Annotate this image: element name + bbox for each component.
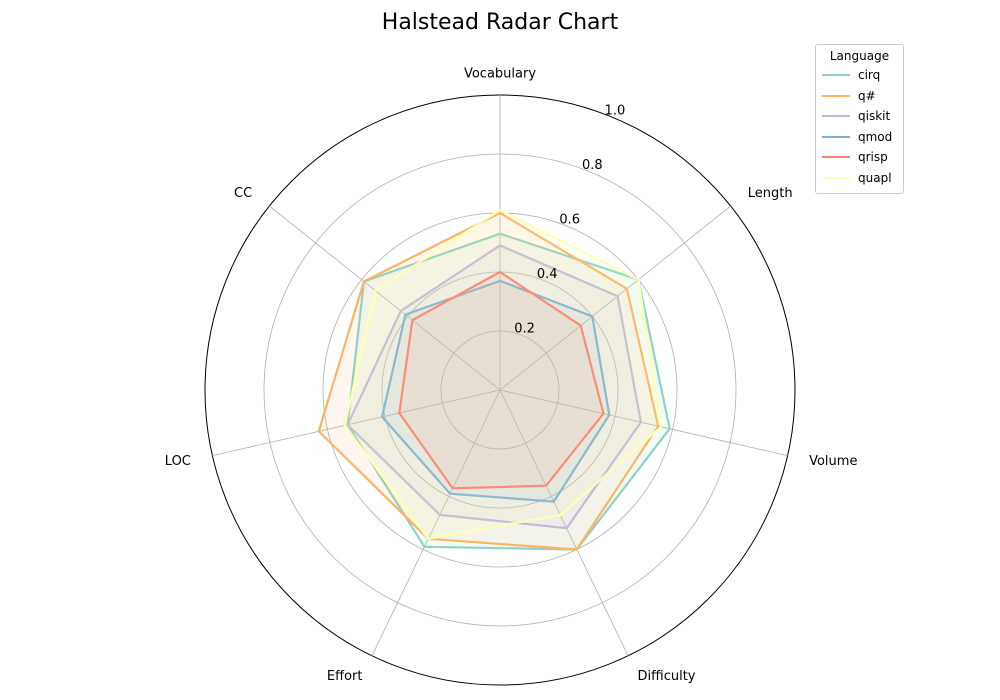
series-line-qmod [381, 279, 611, 503]
legend-item-quapl: quapl [822, 168, 897, 189]
legend-swatch [822, 135, 850, 138]
series-fill-qrisp [399, 272, 604, 489]
legend-swatch [822, 94, 850, 97]
legend-label: cirq [858, 68, 881, 83]
series-fill-qmod [382, 280, 610, 502]
legend-item-qiskit: qiskit [822, 106, 897, 127]
r-tick-label: 0.2 [514, 322, 535, 337]
axis-spoke [499, 389, 629, 656]
axis-spoke [499, 205, 731, 391]
series-line-q# [317, 211, 660, 551]
r-tick-label: 0.6 [559, 213, 580, 228]
r-tick-label: 1.0 [605, 104, 626, 119]
labels: Vocabulary Length Volume Difficulty Effort LO… [165, 67, 858, 685]
r-tick-label: 0.4 [537, 267, 558, 282]
series-line-quapl [343, 209, 663, 540]
axis-label-cc: CC [234, 186, 252, 201]
legend-label: qiskit [858, 109, 891, 124]
legend-label: qmod [858, 129, 893, 144]
axis-label-length: Length [748, 186, 793, 201]
axis-spoke [269, 205, 501, 391]
legend-swatch [822, 176, 850, 179]
axis-spoke [371, 389, 501, 656]
legend-item-cirq: cirq [822, 65, 897, 86]
series-fill-quapl [344, 210, 662, 539]
axis-label-difficulty: Difficulty [638, 669, 696, 684]
legend-item-qmod: qmod [822, 127, 897, 148]
series-line-qiskit [346, 244, 643, 530]
axis-spoke [212, 389, 501, 457]
series-line-cirq [346, 232, 671, 551]
axis-label-loc: LOC [165, 454, 191, 469]
legend-label: quapl [858, 170, 892, 185]
series-layer [317, 209, 671, 551]
axis-label-effort: Effort [327, 669, 363, 684]
legend-label: qrisp [858, 150, 888, 165]
legend-title: Language [829, 49, 890, 63]
series-fill-q# [318, 213, 659, 550]
axis-spoke [499, 389, 788, 457]
legend-swatch [822, 74, 850, 77]
chart-title: Halstead Radar Chart [382, 10, 619, 35]
legend-item-q#: q# [822, 86, 897, 107]
legend-item-qrisp: qrisp [822, 147, 897, 168]
legend-swatch [822, 156, 850, 159]
legend-swatch [822, 115, 850, 118]
legend-items: cirq q# qiskit qmod qrisp quapl [822, 65, 897, 188]
legend: Language cirq q# qiskit qmod qrisp quapl [815, 44, 904, 194]
legend-label: q# [858, 88, 876, 103]
axis-label-vocabulary: Vocabulary [464, 67, 536, 82]
axis-label-volume: Volume [809, 454, 857, 469]
series-line-qrisp [398, 270, 605, 490]
r-tick-label: 0.8 [582, 158, 603, 173]
